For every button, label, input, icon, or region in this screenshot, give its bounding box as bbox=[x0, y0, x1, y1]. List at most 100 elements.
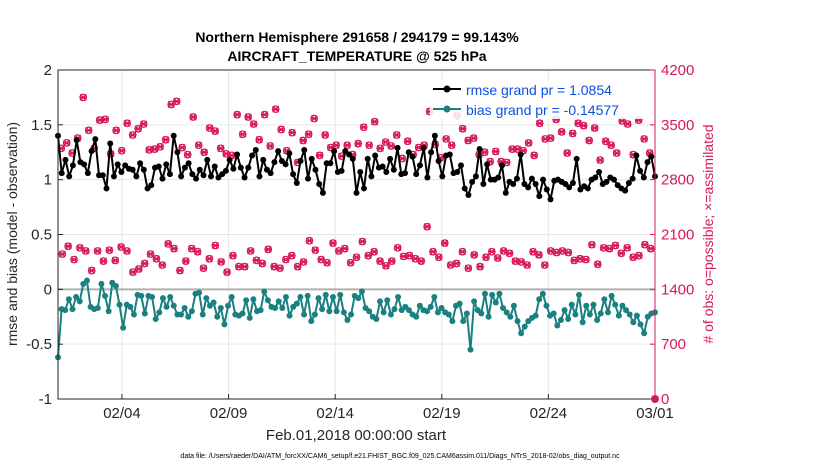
obs-lower-assimilated-marker bbox=[258, 259, 266, 267]
bias-point bbox=[583, 302, 590, 309]
x-tick-label: 02/24 bbox=[530, 405, 568, 422]
y-left-tick-label: 1.5 bbox=[31, 117, 52, 134]
rmse-point bbox=[413, 171, 420, 178]
rmse-point bbox=[312, 166, 319, 173]
obs-upper-assimilated-marker bbox=[382, 138, 390, 146]
obs-upper-assimilated-marker bbox=[310, 115, 318, 123]
rmse-point bbox=[293, 179, 300, 186]
bias-point bbox=[500, 304, 507, 311]
obs-lower-assimilated-marker bbox=[376, 257, 384, 265]
rmse-point bbox=[178, 173, 185, 180]
obs-upper-assimilated-marker bbox=[376, 144, 384, 152]
obs-lower-assimilated-marker bbox=[276, 264, 284, 272]
obs-upper-assimilated-marker bbox=[547, 134, 555, 142]
bias-point bbox=[348, 311, 355, 318]
obs-lower-assimilated-marker bbox=[299, 258, 308, 266]
obs-lower-assimilated-marker bbox=[405, 252, 414, 260]
bias-point bbox=[138, 292, 145, 299]
bias-point bbox=[326, 308, 333, 315]
obs-upper-assimilated-marker bbox=[624, 120, 632, 128]
rmse-point bbox=[260, 156, 267, 163]
rmse-point bbox=[170, 132, 177, 139]
rmse-point bbox=[316, 181, 323, 188]
bias-point bbox=[586, 311, 593, 318]
bias-point bbox=[413, 313, 420, 320]
rmse-point bbox=[543, 186, 550, 193]
obs-lower-assimilated-marker bbox=[305, 237, 314, 245]
rmse-point bbox=[629, 175, 636, 182]
obs-lower-assimilated-marker bbox=[58, 250, 66, 258]
rmse-point bbox=[290, 171, 297, 178]
bias-point bbox=[246, 314, 253, 321]
bias-point bbox=[293, 300, 300, 307]
bias-point bbox=[69, 306, 76, 313]
y-right-tick-label: 4200 bbox=[661, 62, 694, 79]
obs-upper-assimilated-marker bbox=[239, 130, 247, 138]
rmse-point bbox=[327, 160, 334, 167]
obs-lower-assimilated-marker bbox=[341, 245, 349, 253]
y-right-tick-label: 700 bbox=[661, 336, 686, 353]
bias-point bbox=[217, 304, 224, 311]
obs-upper-assimilated-marker bbox=[63, 139, 71, 147]
rmse-point bbox=[394, 144, 401, 151]
obs-upper-assimilated-marker bbox=[442, 135, 450, 143]
rmse-point bbox=[517, 151, 524, 158]
rmse-point bbox=[304, 175, 311, 182]
y-right-tick-label: 1400 bbox=[661, 281, 694, 298]
obs-lower-assimilated-marker bbox=[76, 244, 84, 252]
obs-upper-assimilated-marker bbox=[250, 120, 258, 128]
obs-lower-assimilated-marker bbox=[582, 256, 590, 264]
obs-lower-assimilated-marker bbox=[194, 248, 202, 256]
bias-point bbox=[127, 303, 134, 310]
rmse-point bbox=[331, 148, 338, 155]
bias-point bbox=[286, 312, 293, 319]
y-left-tick-label: 1 bbox=[44, 172, 52, 189]
rmse-point bbox=[428, 149, 435, 156]
bias-point bbox=[467, 346, 474, 353]
obs-upper-assimilated-marker bbox=[525, 139, 533, 147]
obs-lower-assimilated-marker bbox=[517, 258, 525, 266]
obs-upper-assimilated-marker bbox=[613, 149, 621, 157]
rmse-point bbox=[137, 160, 144, 167]
obs-upper-assimilated-marker bbox=[305, 130, 313, 138]
obs-upper-assimilated-marker bbox=[365, 141, 373, 149]
rmse-point bbox=[226, 156, 233, 163]
obs-upper-assimilated-marker bbox=[530, 151, 538, 159]
rmse-point bbox=[536, 193, 543, 200]
obs-zero-marker bbox=[651, 395, 659, 403]
obs-upper-assimilated-marker bbox=[217, 144, 225, 152]
rmse-point bbox=[596, 168, 603, 175]
bias-point bbox=[344, 317, 351, 324]
bias-point bbox=[507, 313, 514, 320]
bias-point bbox=[65, 296, 72, 303]
rmse-point bbox=[435, 158, 442, 165]
bias-point bbox=[185, 313, 192, 320]
x-axis-label: Feb.01,2018 00:00:00 start bbox=[266, 427, 447, 444]
bias-point bbox=[608, 292, 615, 299]
bias-point bbox=[178, 311, 185, 318]
rmse-point bbox=[163, 161, 170, 168]
bias-point bbox=[492, 299, 499, 306]
bias-point bbox=[152, 315, 159, 322]
rmse-point bbox=[196, 166, 203, 173]
rmse-point bbox=[357, 168, 364, 175]
obs-upper-assimilated-marker bbox=[277, 126, 285, 134]
bias-point bbox=[481, 290, 488, 297]
obs-upper-assimilated-marker bbox=[178, 144, 186, 152]
bias-point bbox=[604, 309, 611, 316]
x-tick-label: 02/04 bbox=[103, 405, 141, 422]
ticks-layer: 02/04 02/09 02/14 02/19 02/24 03/01 2 1.5 1 0.5 0 -… bbox=[26, 62, 694, 422]
rmse-series bbox=[55, 132, 658, 203]
bias-point bbox=[275, 298, 282, 305]
obs-lower-assimilated-marker bbox=[141, 259, 149, 267]
rmse-point bbox=[241, 174, 248, 181]
rmse-point bbox=[159, 175, 166, 182]
bias-point bbox=[159, 295, 166, 302]
bias-point bbox=[434, 309, 441, 316]
obs-lower-assimilated-marker bbox=[158, 261, 166, 269]
obs-lower-assimilated-marker bbox=[500, 247, 508, 255]
bias-point bbox=[149, 294, 156, 301]
obs-lower-assimilated-marker bbox=[605, 245, 614, 253]
bias-point bbox=[228, 294, 235, 301]
bias-point bbox=[510, 302, 517, 309]
